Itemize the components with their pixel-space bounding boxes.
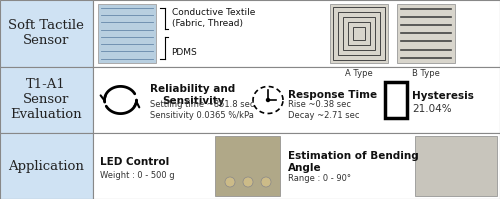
Bar <box>353 27 365 40</box>
Bar <box>92 133 500 199</box>
Bar <box>343 17 375 50</box>
Bar <box>98 4 156 63</box>
Text: B Type: B Type <box>412 69 440 78</box>
Bar <box>0 133 92 199</box>
Text: Application: Application <box>8 160 84 173</box>
Bar <box>0 67 92 133</box>
Text: Estimation of Bending
Angle: Estimation of Bending Angle <box>288 151 419 173</box>
Text: Response Time: Response Time <box>288 90 377 100</box>
Bar <box>385 82 407 118</box>
Text: Reliability and
Sensitivity: Reliability and Sensitivity <box>150 84 236 106</box>
Text: Soft Tactile
Sensor: Soft Tactile Sensor <box>8 19 84 47</box>
Text: PDMS: PDMS <box>172 48 197 57</box>
Text: T1-A1
Sensor
Evaluation: T1-A1 Sensor Evaluation <box>10 78 82 122</box>
Circle shape <box>266 99 270 101</box>
Bar <box>0 0 92 67</box>
Bar <box>92 0 500 67</box>
Bar <box>215 136 280 196</box>
Bar <box>397 4 455 63</box>
Text: Conductive Textile
(Fabric, Thread): Conductive Textile (Fabric, Thread) <box>172 8 255 28</box>
Text: 21.04%: 21.04% <box>412 104 452 114</box>
Bar <box>415 136 497 196</box>
Text: Settling time ~851.8 sec
Sensitivity 0.0365 %/kPa: Settling time ~851.8 sec Sensitivity 0.0… <box>150 100 255 120</box>
Circle shape <box>261 177 271 187</box>
Circle shape <box>225 177 235 187</box>
Text: Range : 0 - 90°: Range : 0 - 90° <box>288 174 351 183</box>
Bar <box>333 7 385 60</box>
Text: Weight : 0 - 500 g: Weight : 0 - 500 g <box>100 171 175 180</box>
Text: Rise ~0.38 sec
Decay ~2.71 sec: Rise ~0.38 sec Decay ~2.71 sec <box>288 100 360 120</box>
Bar <box>348 22 370 45</box>
Bar <box>92 67 500 133</box>
Circle shape <box>243 177 253 187</box>
Bar <box>330 4 388 63</box>
Text: LED Control: LED Control <box>100 157 170 167</box>
Text: A Type: A Type <box>345 69 373 78</box>
Bar <box>338 12 380 55</box>
Text: Hysteresis: Hysteresis <box>412 91 474 101</box>
